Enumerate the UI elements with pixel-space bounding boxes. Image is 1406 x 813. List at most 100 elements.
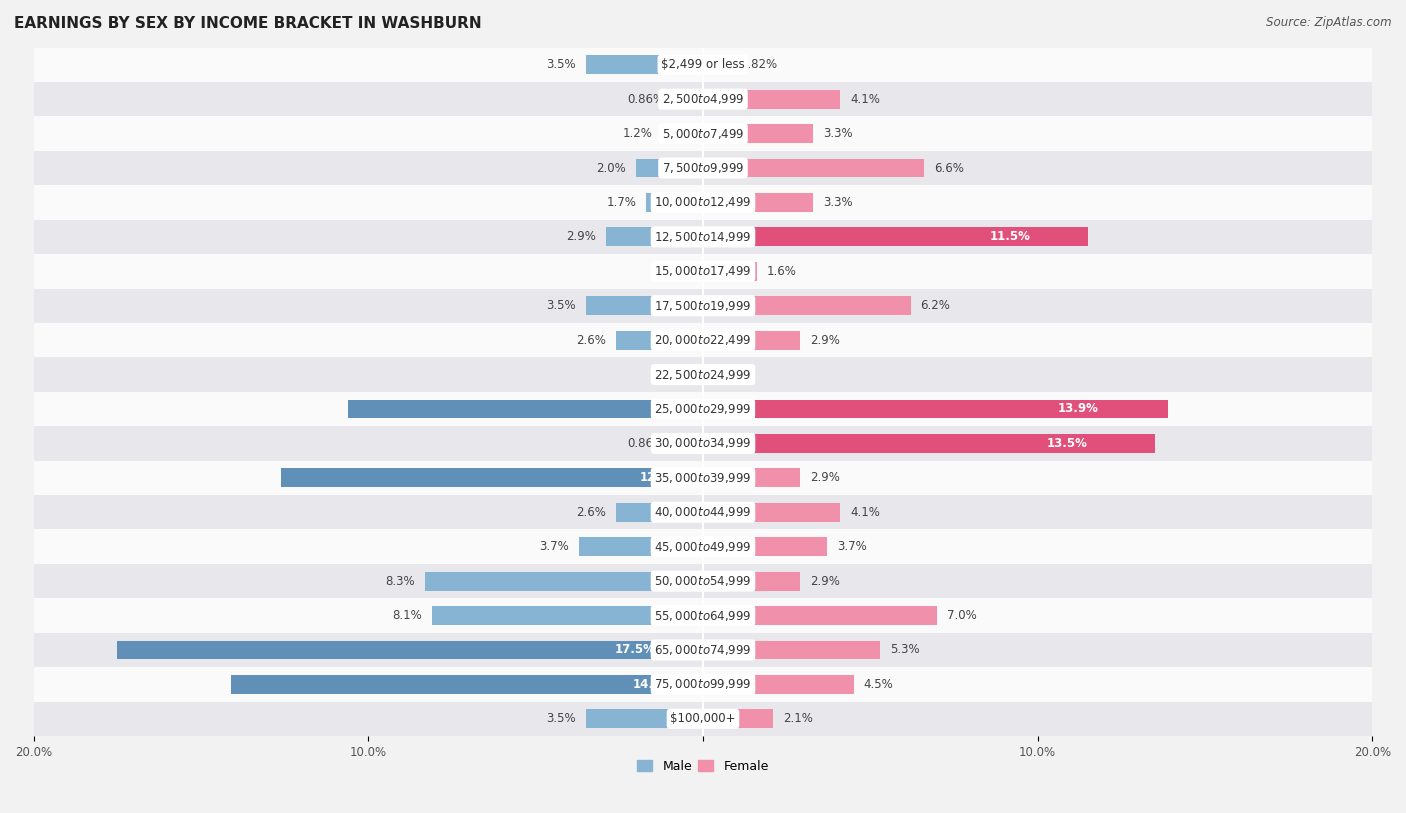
Text: 13.5%: 13.5% bbox=[1046, 437, 1087, 450]
Text: 3.5%: 3.5% bbox=[546, 299, 576, 312]
Text: $17,500 to $19,999: $17,500 to $19,999 bbox=[654, 298, 752, 313]
Text: 3.7%: 3.7% bbox=[837, 540, 866, 553]
Bar bbox=[34, 220, 1372, 254]
Text: $45,000 to $49,999: $45,000 to $49,999 bbox=[654, 540, 752, 554]
Bar bbox=[34, 358, 1372, 392]
Bar bbox=[34, 82, 1372, 116]
Text: $2,500 to $4,999: $2,500 to $4,999 bbox=[662, 92, 744, 107]
Bar bbox=[34, 667, 1372, 702]
Text: $25,000 to $29,999: $25,000 to $29,999 bbox=[654, 402, 752, 416]
Text: 0.82%: 0.82% bbox=[741, 59, 778, 72]
Text: 10.6%: 10.6% bbox=[650, 402, 690, 415]
Bar bbox=[34, 564, 1372, 598]
Text: 12.6%: 12.6% bbox=[640, 472, 681, 485]
Text: $20,000 to $22,499: $20,000 to $22,499 bbox=[654, 333, 752, 347]
Text: 2.9%: 2.9% bbox=[810, 472, 839, 485]
Bar bbox=[34, 702, 1372, 736]
Bar bbox=[703, 710, 773, 728]
Text: EARNINGS BY SEX BY INCOME BRACKET IN WASHBURN: EARNINGS BY SEX BY INCOME BRACKET IN WAS… bbox=[14, 16, 482, 31]
Bar bbox=[703, 159, 924, 177]
Text: 3.5%: 3.5% bbox=[546, 712, 576, 725]
Bar bbox=[703, 675, 853, 693]
Text: 1.2%: 1.2% bbox=[623, 127, 652, 140]
Bar bbox=[34, 392, 1372, 426]
Bar bbox=[34, 495, 1372, 529]
Bar bbox=[703, 468, 800, 487]
Bar bbox=[34, 633, 1372, 667]
Text: $12,500 to $14,999: $12,500 to $14,999 bbox=[654, 230, 752, 244]
Bar bbox=[703, 502, 841, 522]
Text: 2.0%: 2.0% bbox=[596, 162, 626, 175]
Bar bbox=[349, 399, 703, 419]
Text: $30,000 to $34,999: $30,000 to $34,999 bbox=[654, 437, 752, 450]
Text: 5.3%: 5.3% bbox=[890, 643, 920, 656]
Text: 14.1%: 14.1% bbox=[633, 678, 673, 691]
Text: $35,000 to $39,999: $35,000 to $39,999 bbox=[654, 471, 752, 485]
Text: 1.7%: 1.7% bbox=[606, 196, 636, 209]
Bar bbox=[703, 55, 731, 74]
Text: 2.9%: 2.9% bbox=[567, 230, 596, 243]
Bar bbox=[675, 89, 703, 109]
Bar bbox=[34, 116, 1372, 150]
Text: $100,000+: $100,000+ bbox=[671, 712, 735, 725]
Text: 0.86%: 0.86% bbox=[627, 437, 664, 450]
Bar bbox=[34, 47, 1372, 82]
Text: $2,499 or less: $2,499 or less bbox=[661, 59, 745, 72]
Text: $5,000 to $7,499: $5,000 to $7,499 bbox=[662, 127, 744, 141]
Bar bbox=[647, 193, 703, 212]
Bar bbox=[703, 641, 880, 659]
Bar bbox=[675, 434, 703, 453]
Text: $75,000 to $99,999: $75,000 to $99,999 bbox=[654, 677, 752, 691]
Bar bbox=[34, 426, 1372, 461]
Text: 4.1%: 4.1% bbox=[851, 93, 880, 106]
Text: 0.0%: 0.0% bbox=[664, 368, 693, 381]
Text: 4.5%: 4.5% bbox=[863, 678, 893, 691]
Text: 6.2%: 6.2% bbox=[921, 299, 950, 312]
Text: 0.0%: 0.0% bbox=[713, 368, 742, 381]
Bar bbox=[703, 399, 1168, 419]
Bar bbox=[34, 323, 1372, 358]
Text: Source: ZipAtlas.com: Source: ZipAtlas.com bbox=[1267, 16, 1392, 29]
Bar bbox=[231, 675, 703, 693]
Bar bbox=[703, 606, 938, 625]
Text: 2.9%: 2.9% bbox=[810, 333, 839, 346]
Text: 8.1%: 8.1% bbox=[392, 609, 422, 622]
Bar bbox=[703, 228, 1088, 246]
Text: 13.9%: 13.9% bbox=[1057, 402, 1098, 415]
Bar bbox=[432, 606, 703, 625]
Bar bbox=[579, 537, 703, 556]
Bar bbox=[34, 150, 1372, 185]
Text: 1.6%: 1.6% bbox=[766, 265, 796, 278]
Bar bbox=[703, 572, 800, 590]
Bar bbox=[586, 296, 703, 315]
Bar bbox=[281, 468, 703, 487]
Text: 11.5%: 11.5% bbox=[990, 230, 1031, 243]
Bar bbox=[425, 572, 703, 590]
Text: 8.3%: 8.3% bbox=[385, 575, 415, 588]
Bar bbox=[586, 710, 703, 728]
Text: 2.1%: 2.1% bbox=[783, 712, 813, 725]
Text: 2.9%: 2.9% bbox=[810, 575, 839, 588]
Text: $65,000 to $74,999: $65,000 to $74,999 bbox=[654, 643, 752, 657]
Text: 3.3%: 3.3% bbox=[824, 196, 853, 209]
Text: 0.0%: 0.0% bbox=[664, 265, 693, 278]
Bar bbox=[117, 641, 703, 659]
Text: $22,500 to $24,999: $22,500 to $24,999 bbox=[654, 367, 752, 381]
Bar bbox=[703, 331, 800, 350]
Text: 3.7%: 3.7% bbox=[540, 540, 569, 553]
Text: $15,000 to $17,499: $15,000 to $17,499 bbox=[654, 264, 752, 278]
Text: $40,000 to $44,999: $40,000 to $44,999 bbox=[654, 505, 752, 520]
Text: 7.0%: 7.0% bbox=[948, 609, 977, 622]
Text: 0.86%: 0.86% bbox=[627, 93, 664, 106]
Text: 4.1%: 4.1% bbox=[851, 506, 880, 519]
Legend: Male, Female: Male, Female bbox=[633, 755, 773, 778]
Bar bbox=[616, 331, 703, 350]
Text: $55,000 to $64,999: $55,000 to $64,999 bbox=[654, 609, 752, 623]
Bar bbox=[703, 124, 814, 143]
Bar bbox=[703, 537, 827, 556]
Text: $7,500 to $9,999: $7,500 to $9,999 bbox=[662, 161, 744, 175]
Bar bbox=[703, 434, 1154, 453]
Bar bbox=[34, 185, 1372, 220]
Text: 17.5%: 17.5% bbox=[616, 643, 657, 656]
Bar bbox=[34, 254, 1372, 289]
